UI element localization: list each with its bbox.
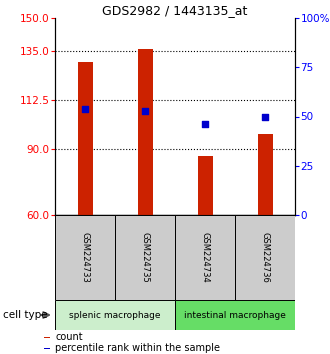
Text: splenic macrophage: splenic macrophage [69, 310, 161, 320]
Bar [197, 156, 213, 215]
Bar [115, 215, 175, 300]
Bar [55, 300, 175, 330]
Bar [235, 215, 295, 300]
Text: GSM224735: GSM224735 [141, 232, 149, 283]
Text: GSM224734: GSM224734 [201, 232, 210, 283]
Point [142, 108, 148, 113]
Title: GDS2982 / 1443135_at: GDS2982 / 1443135_at [102, 4, 248, 17]
Text: GSM224736: GSM224736 [260, 232, 270, 283]
Bar [257, 134, 273, 215]
Text: GSM224733: GSM224733 [81, 232, 89, 283]
Bar [55, 215, 115, 300]
Point [82, 106, 88, 112]
Point [202, 121, 208, 127]
Point [262, 114, 268, 119]
Text: intestinal macrophage: intestinal macrophage [184, 310, 286, 320]
Bar [175, 300, 295, 330]
Text: percentile rank within the sample: percentile rank within the sample [55, 343, 220, 353]
Bar [78, 62, 92, 215]
Bar [138, 48, 152, 215]
Bar [175, 215, 235, 300]
Bar [44, 337, 50, 338]
Text: cell type: cell type [3, 310, 48, 320]
Bar [44, 348, 50, 349]
Text: count: count [55, 332, 83, 342]
